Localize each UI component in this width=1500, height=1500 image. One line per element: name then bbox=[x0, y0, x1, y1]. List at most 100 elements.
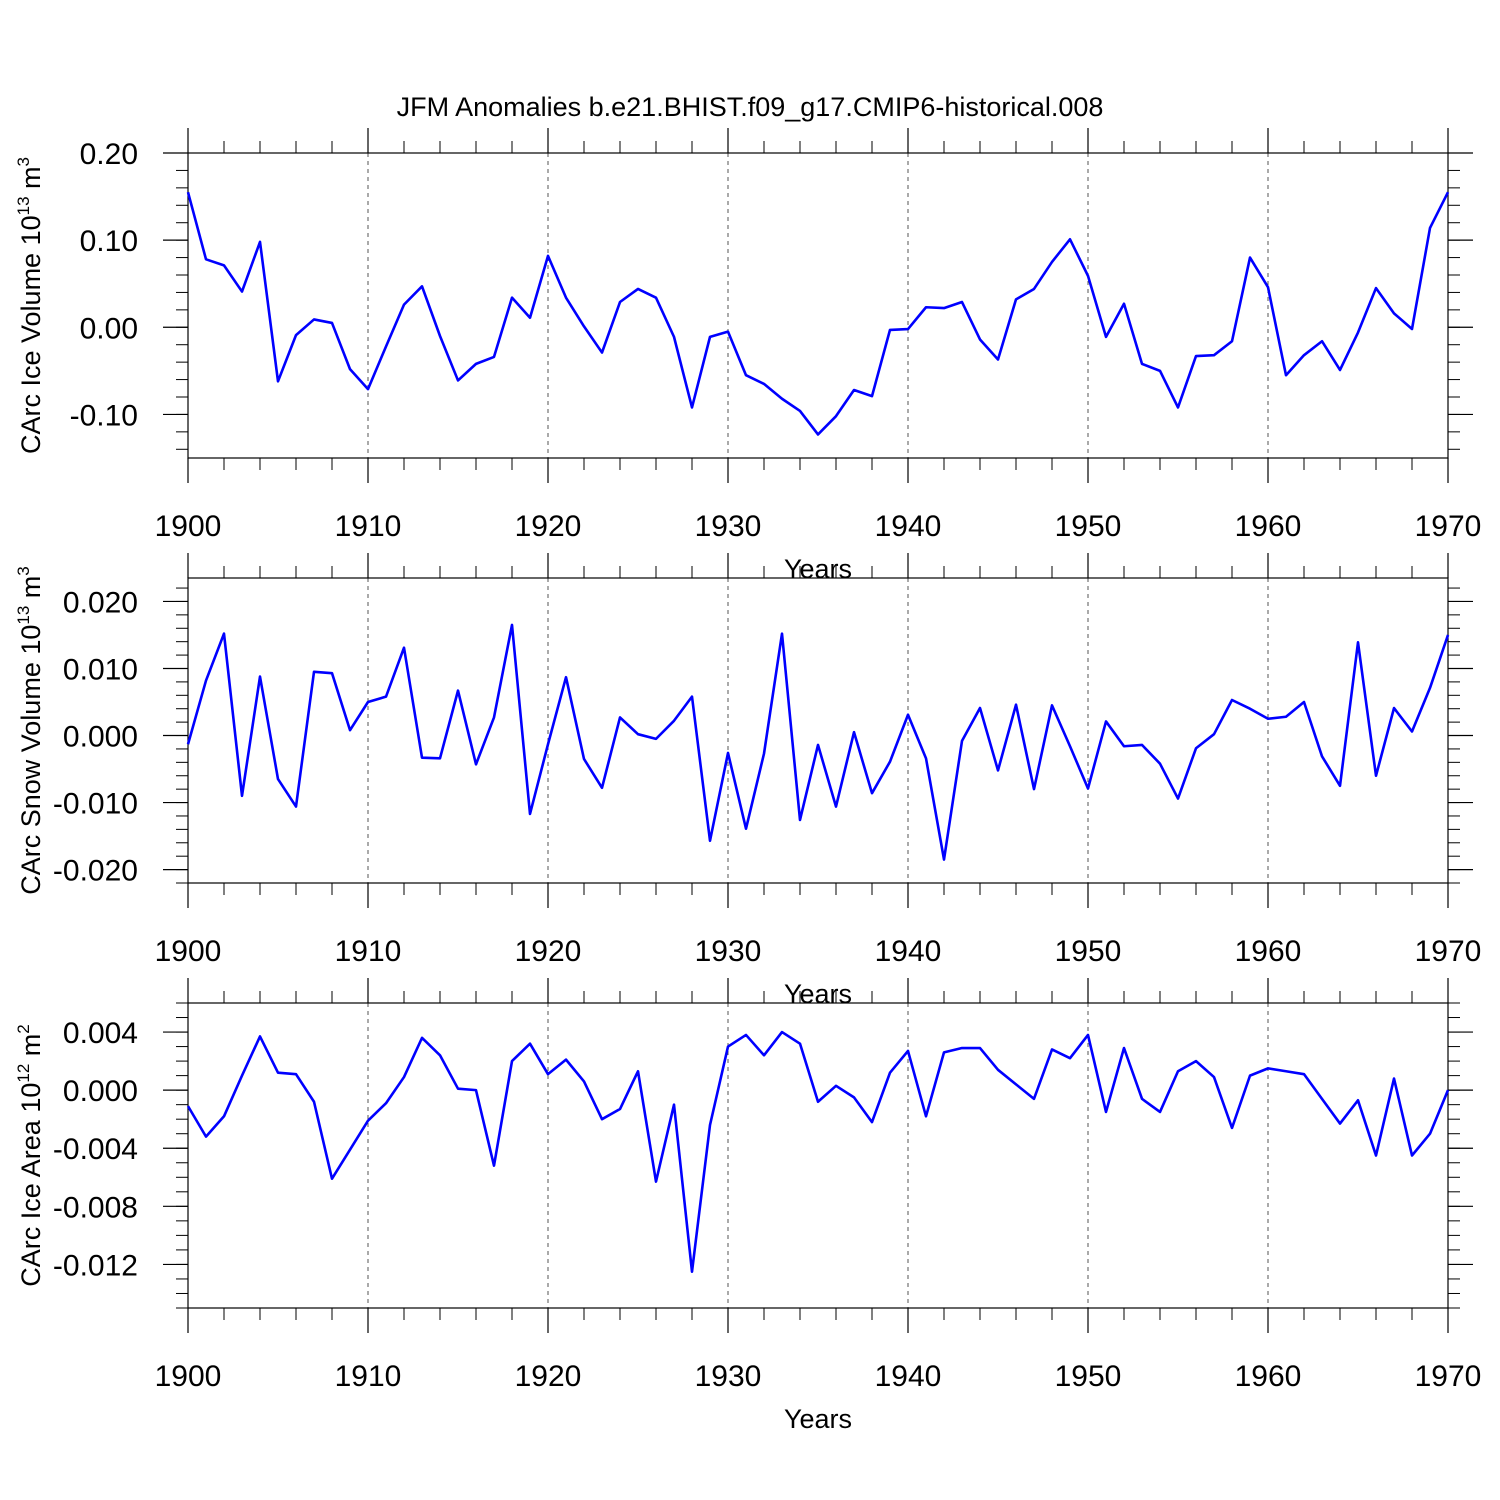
data-point bbox=[1051, 1049, 1053, 1051]
data-point bbox=[511, 1060, 513, 1062]
y-axis-label-text: CArc Snow Volume 10 bbox=[16, 625, 46, 895]
data-point bbox=[439, 758, 441, 760]
data-point bbox=[547, 1073, 549, 1075]
data-point bbox=[313, 671, 315, 673]
data-point bbox=[1375, 1155, 1377, 1157]
data-point bbox=[1051, 261, 1053, 263]
data-point bbox=[1159, 763, 1161, 765]
data-point bbox=[979, 339, 981, 341]
data-point bbox=[763, 383, 765, 385]
data-point bbox=[691, 407, 693, 409]
x-tick-label: 1930 bbox=[695, 510, 762, 543]
data-point bbox=[511, 297, 513, 299]
data-point bbox=[1303, 701, 1305, 703]
x-tick-label: 1930 bbox=[695, 935, 762, 968]
data-point bbox=[1357, 332, 1359, 334]
data-point bbox=[709, 840, 711, 842]
y-tick-label: 0.10 bbox=[80, 225, 138, 258]
data-point bbox=[583, 326, 585, 328]
data-point bbox=[1123, 303, 1125, 305]
data-point bbox=[1015, 704, 1017, 706]
y-axis-label-exponent: 13 bbox=[14, 196, 33, 215]
data-point bbox=[673, 1104, 675, 1106]
data-point bbox=[799, 410, 801, 412]
data-point bbox=[205, 680, 207, 682]
x-tick-label: 1910 bbox=[335, 1360, 402, 1393]
data-point bbox=[349, 729, 351, 731]
data-point bbox=[331, 672, 333, 674]
data-point bbox=[1015, 1084, 1017, 1086]
y-tick-label: 0.00 bbox=[80, 312, 138, 345]
data-point bbox=[457, 380, 459, 382]
data-point bbox=[907, 328, 909, 330]
data-point bbox=[907, 714, 909, 716]
data-point bbox=[1447, 1089, 1449, 1091]
data-point bbox=[277, 381, 279, 383]
data-point bbox=[421, 757, 423, 759]
data-point bbox=[1249, 708, 1251, 710]
data-point bbox=[1429, 687, 1431, 689]
data-point bbox=[1357, 642, 1359, 644]
x-tick-label: 1920 bbox=[515, 510, 582, 543]
data-point bbox=[349, 368, 351, 370]
data-point bbox=[403, 1076, 405, 1078]
data-point bbox=[1303, 354, 1305, 356]
data-point bbox=[835, 415, 837, 417]
data-point bbox=[1033, 1098, 1035, 1100]
data-point bbox=[331, 1178, 333, 1180]
data-point bbox=[547, 743, 549, 745]
data-point bbox=[547, 255, 549, 257]
data-point bbox=[817, 744, 819, 746]
data-point bbox=[835, 1085, 837, 1087]
data-point bbox=[925, 306, 927, 308]
data-point bbox=[1231, 340, 1233, 342]
data-point bbox=[403, 647, 405, 649]
data-point bbox=[421, 1037, 423, 1039]
data-point bbox=[925, 1115, 927, 1117]
data-point bbox=[1411, 731, 1413, 733]
data-point bbox=[853, 731, 855, 733]
data-point bbox=[997, 1069, 999, 1071]
data-point bbox=[1375, 775, 1377, 777]
data-point bbox=[1195, 1060, 1197, 1062]
data-point bbox=[817, 1101, 819, 1103]
data-point bbox=[799, 1043, 801, 1045]
data-point bbox=[637, 288, 639, 290]
data-point bbox=[1321, 756, 1323, 758]
data-point bbox=[1213, 733, 1215, 735]
y-tick-label: -0.010 bbox=[53, 788, 138, 821]
x-tick-label: 1900 bbox=[155, 935, 222, 968]
data-point bbox=[853, 1097, 855, 1099]
data-point bbox=[1087, 1034, 1089, 1036]
data-point bbox=[1087, 788, 1089, 790]
y-tick-label: -0.008 bbox=[53, 1191, 138, 1224]
x-tick-label: 1900 bbox=[155, 510, 222, 543]
data-point bbox=[745, 1034, 747, 1036]
y-axis-label-unit-exponent: 3 bbox=[14, 566, 33, 575]
y-axis-label: CArc Snow Volume 1013 m3 bbox=[14, 566, 46, 895]
data-point bbox=[331, 322, 333, 324]
y-tick-label: 0.004 bbox=[63, 1017, 138, 1050]
data-point bbox=[1339, 369, 1341, 371]
x-axis-label: Years bbox=[784, 1404, 852, 1434]
data-point bbox=[1447, 634, 1449, 636]
y-axis-label: CArc Ice Area 1012 m2 bbox=[14, 1024, 46, 1287]
data-point bbox=[1123, 745, 1125, 747]
data-point bbox=[1177, 407, 1179, 409]
y-tick-label: -0.020 bbox=[53, 855, 138, 888]
data-point bbox=[637, 1070, 639, 1072]
data-point bbox=[565, 1059, 567, 1061]
data-point bbox=[1267, 1068, 1269, 1070]
y-axis-label-unit-exponent: 2 bbox=[14, 1024, 33, 1033]
y-tick-label: -0.004 bbox=[53, 1133, 138, 1166]
x-tick-label: 1950 bbox=[1055, 510, 1122, 543]
data-point bbox=[745, 828, 747, 830]
data-point bbox=[1411, 1155, 1413, 1157]
x-tick-label: 1950 bbox=[1055, 935, 1122, 968]
data-point bbox=[1231, 699, 1233, 701]
y-axis-label-text: CArc Ice Volume 10 bbox=[16, 215, 46, 454]
data-point bbox=[367, 1120, 369, 1122]
data-point bbox=[439, 335, 441, 337]
data-point bbox=[1393, 313, 1395, 315]
